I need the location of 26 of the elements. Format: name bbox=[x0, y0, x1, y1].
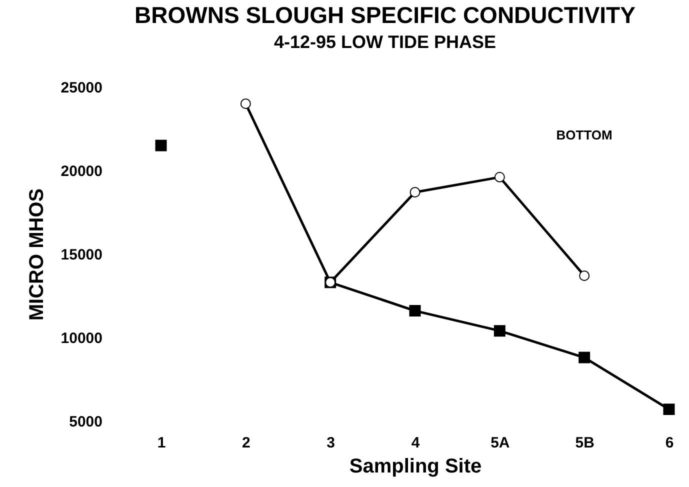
y-tick-label: 10000 bbox=[60, 330, 102, 347]
x-tick-label: 5A bbox=[490, 434, 510, 452]
x-tick-label: 1 bbox=[157, 434, 166, 452]
point bbox=[155, 140, 167, 152]
text: BOTTOM bbox=[556, 128, 612, 143]
point bbox=[494, 325, 506, 337]
point bbox=[240, 98, 251, 109]
point bbox=[494, 172, 505, 182]
x-tick-label: 4 bbox=[411, 434, 420, 452]
y-tick-label: 20000 bbox=[60, 163, 102, 180]
x-tick-label: 2 bbox=[242, 434, 250, 452]
x-tick-label: 6 bbox=[665, 434, 674, 452]
point bbox=[663, 404, 675, 416]
y-tick-label: 25000 bbox=[60, 80, 102, 96]
point bbox=[409, 305, 421, 317]
point bbox=[579, 270, 590, 281]
x-axis-title: Sampling Site bbox=[349, 456, 482, 478]
x-tick-label: 3 bbox=[326, 434, 336, 452]
point bbox=[578, 352, 590, 364]
y-axis-title: MICRO MHOS bbox=[26, 188, 48, 321]
point bbox=[410, 186, 420, 198]
chart-title: BROWNS SLOUGH SPECIFIC CONDUCTIVITY bbox=[134, 2, 636, 28]
y-tick-label: 5000 bbox=[69, 414, 102, 430]
chart-subtitle: 4-12-95 LOW TIDE PHASE bbox=[274, 32, 496, 52]
x-tick-label: 5B bbox=[575, 434, 595, 452]
y-tick-label: 15000 bbox=[60, 246, 102, 264]
